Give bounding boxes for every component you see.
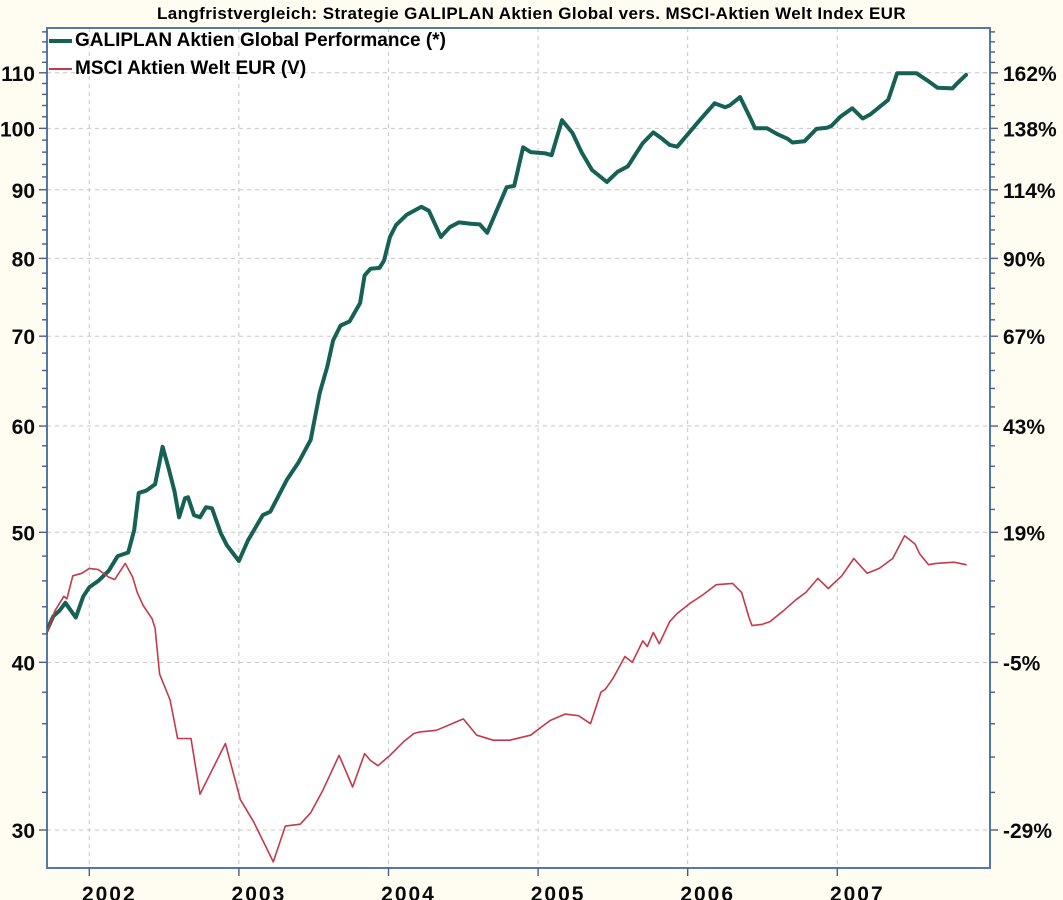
legend-label-galiplan: GALIPLAN Aktien Global Performance (*) — [75, 30, 446, 51]
x-tick-label: 2003 — [232, 883, 287, 900]
galiplan-line-swatch — [49, 39, 72, 43]
y-right-tick-label: -29% — [1003, 820, 1052, 843]
galiplan-series-line — [47, 71, 968, 635]
x-tick-label: 2005 — [531, 883, 586, 900]
legend: GALIPLAN Aktien Global Performance (*) M… — [49, 27, 446, 83]
plot-frame — [46, 27, 991, 869]
y-left-tick-label: 90 — [12, 180, 35, 203]
legend-label-msci: MSCI Aktien Welt EUR (V) — [75, 58, 307, 79]
legend-item-galiplan: GALIPLAN Aktien Global Performance (*) — [49, 27, 446, 55]
y-right-tick-label: 19% — [1003, 522, 1045, 545]
y-right-tick-label: -5% — [1003, 652, 1041, 675]
y-left-tick-label: 100 — [0, 118, 35, 141]
y-right-tick-label: 114% — [1003, 180, 1056, 203]
y-left-tick-label: 80 — [12, 248, 35, 271]
y-left-tick-label: 70 — [12, 326, 35, 349]
y-right-tick-label: 138% — [1003, 118, 1057, 141]
msci-line-swatch — [49, 68, 72, 70]
x-tick-label: 2002 — [82, 883, 137, 900]
y-right-tick-label: 90% — [1003, 248, 1045, 271]
legend-item-msci: MSCI Aktien Welt EUR (V) — [49, 55, 446, 83]
x-tick-label: 2007 — [830, 883, 885, 900]
y-left-tick-label: 110 — [1, 63, 35, 86]
y-left-tick-label: 60 — [12, 416, 35, 439]
x-tick-label: 2006 — [680, 883, 735, 900]
y-right-tick-label: 67% — [1003, 326, 1045, 349]
chart-title: Langfristvergleich: Strategie GALIPLAN A… — [156, 4, 907, 23]
plot-background — [47, 28, 990, 868]
y-left-tick-label: 40 — [12, 652, 35, 675]
y-left-tick-label: 50 — [12, 522, 35, 545]
msci-series-line — [47, 534, 967, 863]
y-left-tick-label: 30 — [12, 820, 35, 843]
x-tick-label: 2004 — [381, 883, 436, 900]
y-right-tick-label: 43% — [1003, 416, 1045, 439]
y-right-tick-label: 162% — [1003, 63, 1057, 86]
